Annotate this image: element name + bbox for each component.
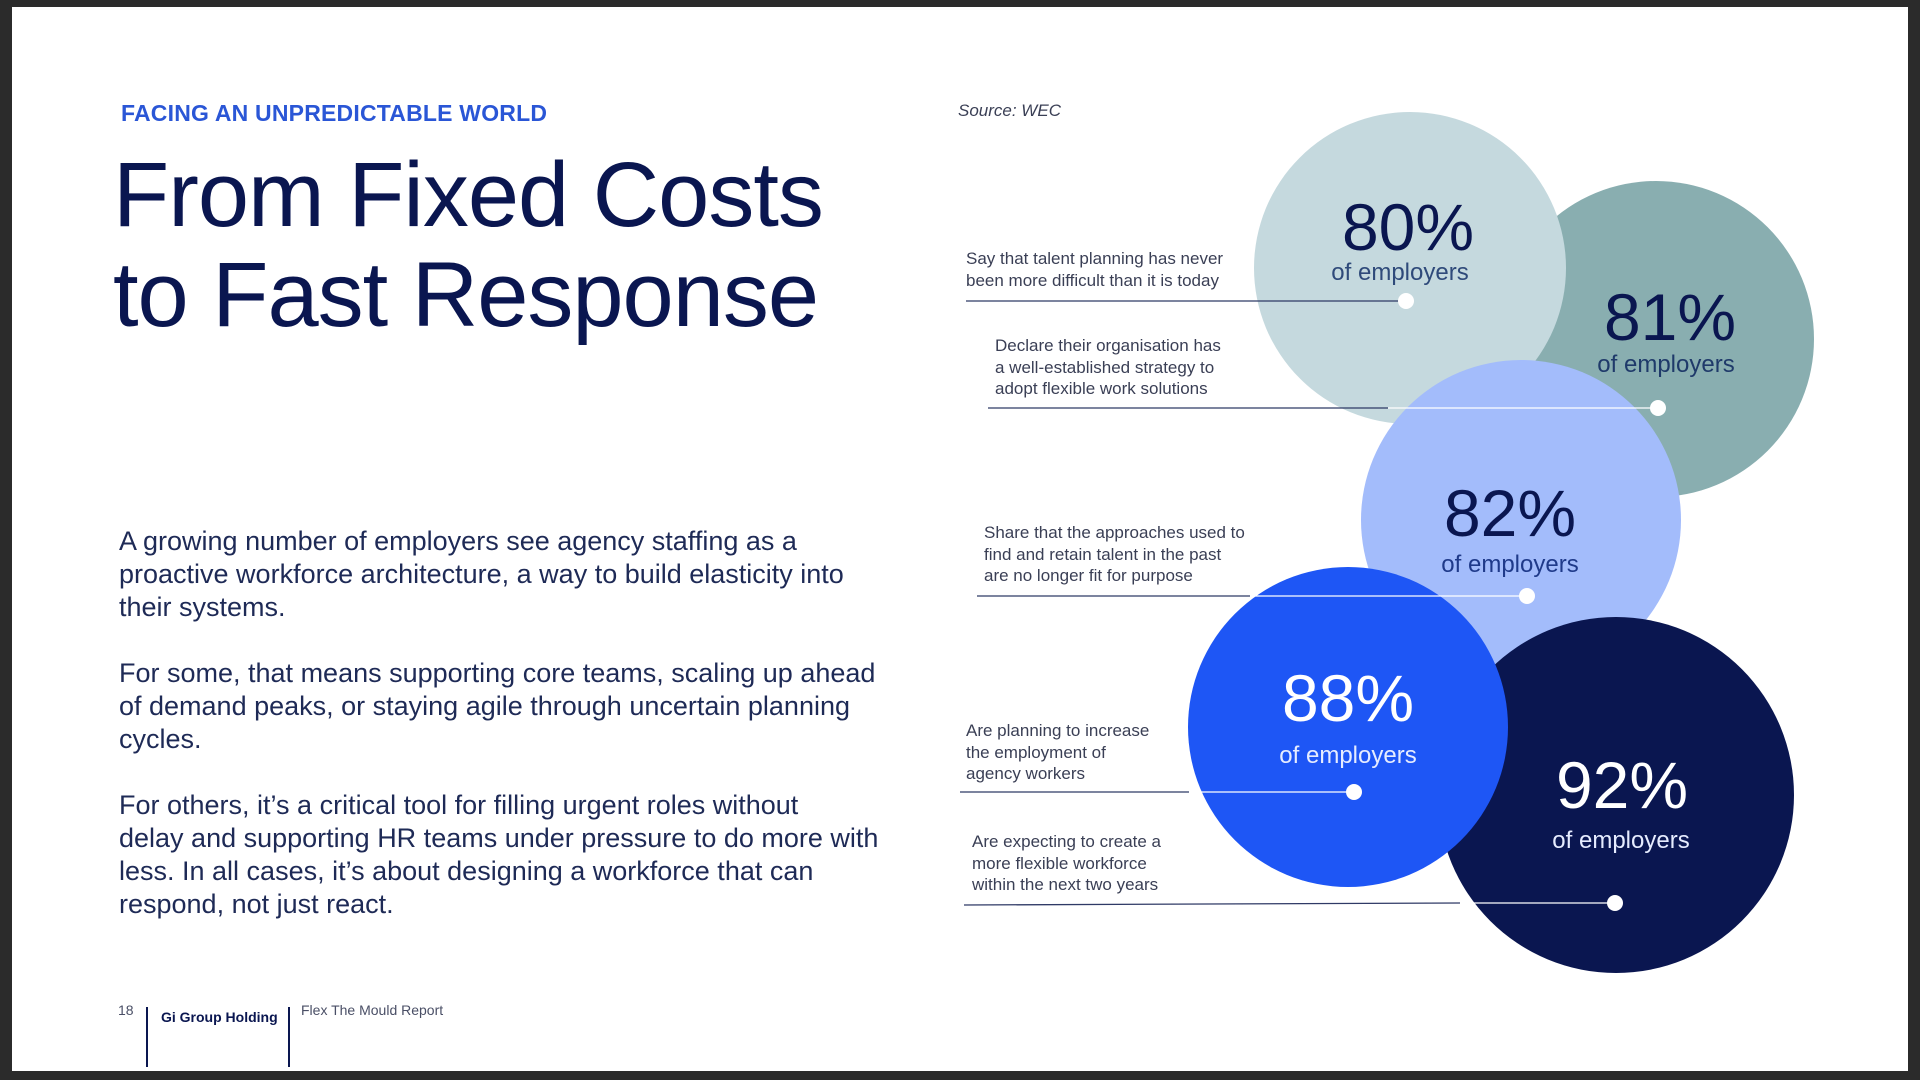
stat-circle-80: [1254, 112, 1566, 424]
stat-caption-88: Are planning to increase the employment …: [966, 720, 1149, 785]
p3-line: respond, not just react.: [119, 889, 394, 919]
p1-line: A growing number of employers see agency…: [119, 526, 797, 556]
caption-line: Are expecting to create a: [972, 832, 1162, 851]
stat-circle-92: [1438, 617, 1794, 973]
caption-line: agency workers: [966, 764, 1086, 783]
caption-line: Share that the approaches used to: [984, 523, 1245, 542]
p1-line: proactive workforce architecture, a way …: [119, 559, 844, 589]
body-text: A growing number of employers see agency…: [119, 525, 879, 954]
caption-line: been more difficult than it is today: [966, 270, 1219, 290]
leader-dot-88: [1346, 784, 1362, 800]
paragraph-2: For some, that means supporting core tea…: [119, 657, 879, 756]
leader-dot-80: [1398, 293, 1414, 309]
stat-label-82: of employers: [1441, 551, 1578, 578]
p1-line: their systems.: [119, 592, 286, 622]
stat-circle-88: [1188, 567, 1508, 887]
caption-line: adopt flexible work solutions: [995, 379, 1208, 398]
caption-line: are no longer fit for purpose: [984, 566, 1193, 585]
p2-line: of demand peaks, or staying agile throug…: [119, 691, 850, 721]
title-line-1: From Fixed Costs: [113, 144, 824, 246]
stat-value-92: 92%: [1556, 748, 1688, 822]
caption-line: the employment of: [966, 742, 1106, 762]
stat-value-80: 80%: [1342, 190, 1474, 264]
footer-brand: Gi Group Holding: [161, 1009, 278, 1025]
stat-label-80: of employers: [1331, 259, 1468, 286]
section-eyebrow: FACING AN UNPREDICTABLE WORLD: [121, 100, 548, 126]
title-line-2: to Fast Response: [113, 244, 819, 346]
stat-caption-92: Are expecting to create a more flexible …: [972, 831, 1161, 896]
caption-line: Are planning to increase: [966, 721, 1150, 740]
paragraph-3: For others, it’s a critical tool for fil…: [119, 789, 879, 921]
caption-line: Declare their organisation has: [995, 336, 1221, 355]
caption-line: more flexible workforce: [972, 853, 1147, 873]
stat-label-81: of employers: [1597, 351, 1734, 378]
footer-divider: [146, 1007, 148, 1067]
leader-dot-92: [1607, 895, 1623, 911]
paragraph-1: A growing number of employers see agency…: [119, 525, 879, 624]
p2-line: cycles.: [119, 724, 202, 754]
stat-caption-80: Say that talent planning has never been …: [966, 248, 1223, 291]
stat-value-88: 88%: [1282, 661, 1414, 735]
leader-line-92: [963, 902, 1461, 906]
stat-caption-81: Declare their organisation has a well-es…: [995, 335, 1221, 400]
source-note: Source: WEC: [958, 101, 1061, 120]
stat-caption-82: Share that the approaches used to find a…: [984, 522, 1245, 587]
page-number: 18: [118, 1002, 134, 1018]
p3-line: For others, it’s a critical tool for fil…: [119, 790, 799, 820]
caption-line: within the next two years: [972, 875, 1159, 894]
footer-report-name: Flex The Mould Report: [301, 1002, 444, 1018]
p3-line: less. In all cases, it’s about designing…: [119, 856, 814, 886]
stat-label-88: of employers: [1279, 742, 1416, 769]
p3-line: delay and supporting HR teams under pres…: [119, 823, 879, 853]
caption-line: find and retain talent in the past: [984, 544, 1222, 564]
footer-divider: [288, 1007, 290, 1067]
caption-line: Say that talent planning has never: [966, 249, 1224, 268]
leader-dot-81: [1650, 400, 1666, 416]
p2-line: For some, that means supporting core tea…: [119, 658, 876, 688]
stat-label-92: of employers: [1552, 827, 1689, 854]
caption-line: a well-established strategy to: [995, 357, 1215, 377]
stat-value-81: 81%: [1604, 280, 1736, 354]
stat-value-82: 82%: [1444, 476, 1576, 550]
page-title: From Fixed Costs to Fast Response: [113, 144, 824, 346]
leader-dot-82: [1519, 588, 1535, 604]
